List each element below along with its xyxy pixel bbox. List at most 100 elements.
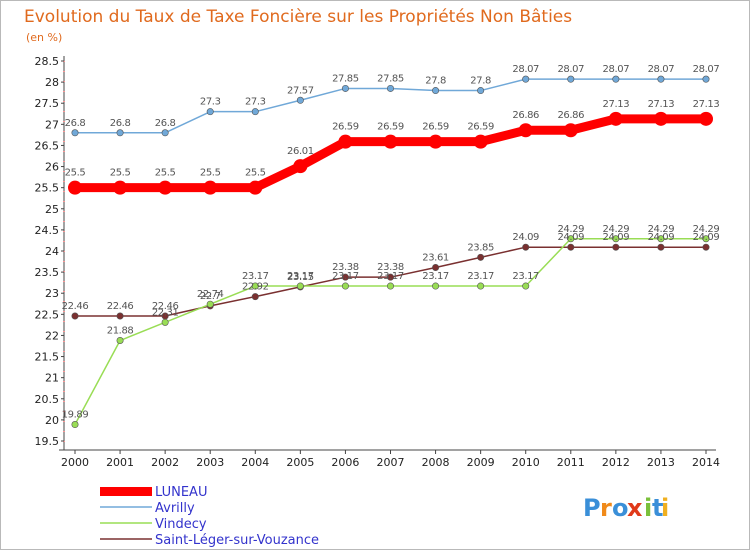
y-tick-label: 24.5 [35, 224, 60, 237]
data-label: 24.29 [557, 224, 584, 235]
x-tick-label: 2011 [557, 456, 585, 469]
x-tick-label: 2006 [331, 456, 359, 469]
data-point [386, 273, 394, 281]
data-point [386, 282, 394, 290]
data-label: 27.85 [332, 73, 359, 84]
data-point [432, 282, 440, 290]
y-tick-label: 23.5 [35, 266, 60, 279]
data-point [657, 235, 665, 243]
logo-letter: x [627, 494, 643, 522]
data-label: 28.07 [693, 64, 720, 75]
chart-title: Evolution du Taux de Taxe Foncière sur l… [24, 7, 572, 27]
data-label: 24.09 [557, 232, 584, 243]
data-label: 23.17 [287, 271, 314, 282]
data-point [612, 235, 620, 243]
data-point [161, 129, 169, 137]
data-point [432, 263, 440, 271]
data-point [248, 180, 263, 195]
x-tick-label: 2002 [151, 456, 179, 469]
data-point [71, 312, 79, 320]
axes [59, 56, 716, 451]
x-tick-label: 2014 [692, 456, 720, 469]
x-tick-label: 2005 [286, 456, 314, 469]
y-tick-label: 22.5 [35, 308, 60, 321]
data-point [203, 180, 218, 195]
data-label: 23.17 [332, 271, 359, 282]
x-tick-label: 2009 [467, 456, 495, 469]
data-label: 25.5 [200, 168, 221, 179]
data-labels-layer: 26.8 26.8 26.8 27.3 27.3 27.57 27.85 27.85 27.8 2… [62, 64, 720, 420]
data-label: 23.85 [467, 242, 494, 253]
logo-letter: P [583, 494, 601, 522]
data-point [522, 75, 530, 83]
y-tick-label: 28.5 [35, 55, 60, 68]
data-point [477, 253, 485, 261]
data-point [116, 312, 124, 320]
data-point [567, 235, 575, 243]
data-point [296, 282, 304, 290]
data-label: 27.13 [693, 99, 720, 110]
data-point [428, 134, 443, 149]
y-tick-label: 26 [45, 161, 59, 174]
data-label: 22.31 [152, 307, 179, 318]
data-label: 25.5 [110, 168, 131, 179]
logo-letter: t [652, 494, 663, 522]
y-tick-label: 22 [45, 329, 59, 342]
y-tick-label: 26.5 [35, 139, 60, 152]
x-tick-label: 2013 [647, 456, 675, 469]
data-label: 22.7 [200, 291, 221, 302]
logo-letter: o [612, 494, 629, 522]
x-tick-label: 2003 [196, 456, 224, 469]
y-tick-label: 28 [45, 76, 59, 89]
data-point [657, 75, 665, 83]
data-point [432, 87, 440, 95]
data-label: 25.5 [65, 168, 86, 179]
data-point [158, 180, 173, 195]
y-tick-label: 20 [45, 414, 59, 427]
data-point [699, 111, 713, 126]
data-point [522, 282, 530, 290]
y-tick-label: 21.5 [35, 351, 60, 364]
chart-subtitle: (en %) [26, 31, 62, 44]
y-tick-label: 24 [45, 245, 59, 258]
data-point [341, 84, 349, 92]
data-point [161, 318, 169, 326]
data-point [563, 123, 578, 138]
data-point [702, 75, 710, 83]
data-label: 27.85 [377, 73, 404, 84]
data-label: 26.59 [332, 122, 359, 133]
data-label: 23.17 [242, 271, 269, 282]
data-label: 24.29 [693, 224, 720, 235]
data-label: 25.5 [155, 168, 176, 179]
data-label: 22.92 [242, 282, 269, 293]
data-point [522, 243, 530, 251]
data-label: 24.29 [603, 224, 630, 235]
data-label: 25.5 [245, 168, 266, 179]
data-label: 22.74 [197, 289, 224, 300]
data-label: 26.86 [512, 110, 539, 121]
data-label: 23.38 [377, 262, 404, 273]
logo-letter: r [600, 494, 612, 522]
data-label: 24.09 [693, 232, 720, 243]
data-label: 22.46 [107, 301, 134, 312]
data-point [206, 300, 214, 308]
data-point [702, 235, 710, 243]
data-point [518, 123, 533, 138]
x-tick-label: 2007 [377, 456, 405, 469]
x-tick-label: 2008 [422, 456, 450, 469]
x-tick-label: 2004 [241, 456, 269, 469]
legend-label-luneau: LUNEAU [155, 485, 207, 500]
data-label: 24.09 [512, 232, 539, 243]
data-label: 23.38 [332, 262, 359, 273]
data-point [341, 282, 349, 290]
data-label: 27.13 [648, 99, 675, 110]
y-tick-label: 25 [45, 203, 59, 216]
series-layer [68, 75, 713, 429]
x-tick-label: 2012 [602, 456, 630, 469]
data-point [612, 75, 620, 83]
data-label: 22.46 [62, 301, 89, 312]
data-point [567, 243, 575, 251]
data-label: 27.57 [287, 85, 314, 96]
